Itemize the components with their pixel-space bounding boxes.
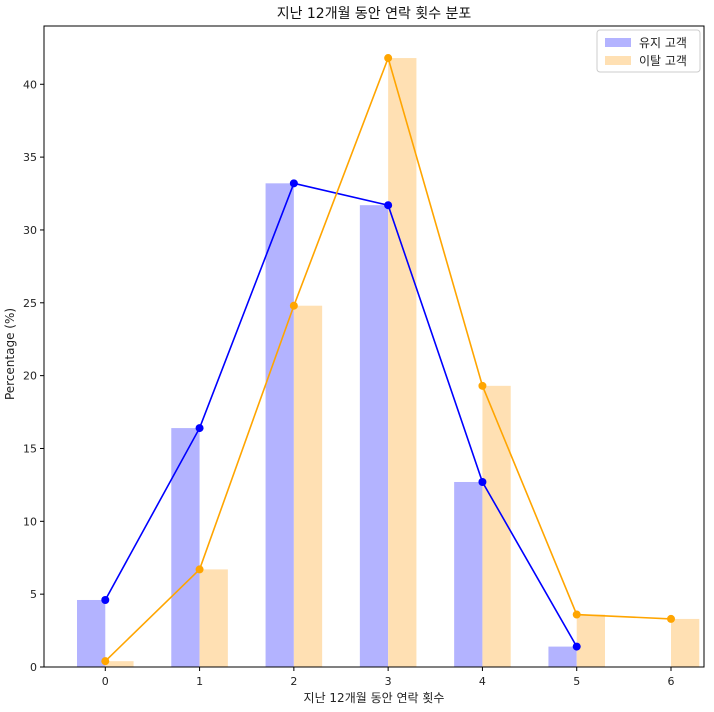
- point-series-0-x-3: [384, 201, 393, 210]
- line-series-0: [104, 182, 578, 648]
- bar-series-1-x-6: [671, 618, 700, 667]
- lines-layer: [101, 54, 675, 666]
- x-tick-label: 0: [102, 675, 109, 688]
- x-tick-label: 2: [290, 675, 297, 688]
- point-series-0-x-2: [289, 179, 298, 188]
- x-axis-title: 지난 12개월 동안 연락 횟수: [304, 691, 445, 705]
- bar-series-1-x-4: [482, 385, 511, 667]
- legend-swatch-1: [605, 56, 631, 65]
- x-tick-label: 3: [385, 675, 392, 688]
- y-tick-label: 30: [23, 224, 37, 237]
- y-tick-label: 10: [23, 515, 37, 528]
- point-series-1-x-4: [478, 381, 487, 390]
- point-series-1-x-0: [101, 657, 110, 666]
- y-tick-label: 40: [23, 78, 37, 91]
- bar-series-1-x-0: [105, 661, 134, 667]
- x-tick-label: 5: [573, 675, 580, 688]
- bar-series-1-x-1: [199, 569, 228, 667]
- point-series-1-x-3: [384, 54, 393, 63]
- y-tick-label: 0: [30, 661, 37, 674]
- y-axis-title: Percentage (%): [3, 308, 17, 400]
- point-series-0-x-1: [195, 424, 204, 433]
- y-tick-label: 25: [23, 297, 37, 310]
- bar-series-0-x-4: [454, 481, 483, 667]
- y-tick-label: 5: [30, 588, 37, 601]
- bar-series-1-x-3: [388, 58, 417, 668]
- y-tick-label: 15: [23, 442, 37, 455]
- x-tick-label: 4: [479, 675, 486, 688]
- axes-layer: 0 5 10 15 20 25 30 35 40 0 1 2 3 4 5 6: [23, 25, 705, 688]
- point-series-0-x-0: [101, 595, 110, 604]
- point-series-0-x-5: [572, 642, 581, 651]
- bar-series-0-x-5: [548, 646, 577, 667]
- x-tick-label: 6: [668, 675, 675, 688]
- point-series-1-x-2: [289, 301, 298, 310]
- y-tick-label: 35: [23, 151, 37, 164]
- bar-series-0-x-2: [265, 183, 294, 667]
- legend-swatch-0: [605, 38, 631, 47]
- legend-label-0: 유지 고객: [639, 36, 687, 50]
- bar-series-0-x-0: [77, 599, 106, 667]
- bar-series-0-x-3: [359, 205, 389, 667]
- point-series-1-x-6: [667, 614, 675, 623]
- point-series-0-x-4: [478, 477, 487, 486]
- bars-layer: [77, 58, 700, 668]
- y-tick-label: 20: [23, 370, 37, 383]
- bar-series-1-x-5: [576, 614, 605, 667]
- bar-series-0-x-1: [171, 428, 200, 667]
- point-series-1-x-5: [572, 610, 581, 619]
- plot-frame: [43, 25, 705, 668]
- x-tick-label: 1: [196, 675, 203, 688]
- chart-title: 지난 12개월 동안 연락 횟수 분포: [277, 6, 472, 22]
- legend-label-1: 이탈 고객: [639, 54, 687, 68]
- point-series-1-x-1: [195, 565, 204, 574]
- bar-series-1-x-2: [293, 305, 323, 667]
